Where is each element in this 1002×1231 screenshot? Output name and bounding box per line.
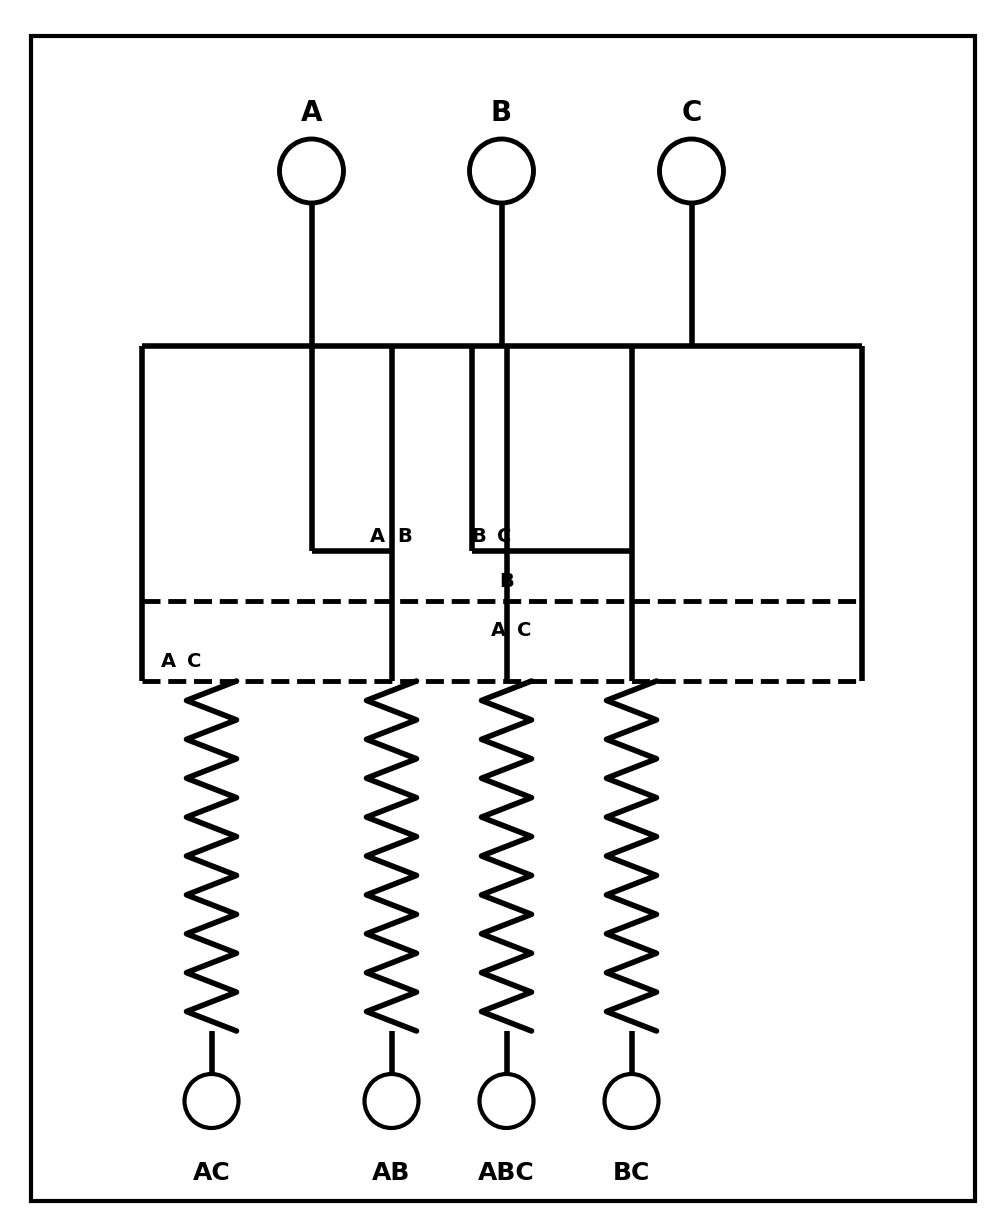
Text: A: A xyxy=(161,652,176,671)
Circle shape xyxy=(364,1073,418,1128)
FancyBboxPatch shape xyxy=(31,36,974,1201)
Text: BC: BC xyxy=(612,1161,649,1185)
Text: AC: AC xyxy=(192,1161,230,1185)
Text: B: B xyxy=(499,572,513,591)
Text: AB: AB xyxy=(372,1161,410,1185)
Text: A: A xyxy=(370,527,385,547)
Text: C: C xyxy=(497,527,511,547)
Text: ABC: ABC xyxy=(478,1161,534,1185)
Text: A: A xyxy=(491,620,506,640)
Text: C: C xyxy=(516,620,530,640)
Text: C: C xyxy=(186,652,200,671)
Circle shape xyxy=(659,139,722,203)
Circle shape xyxy=(479,1073,533,1128)
Text: C: C xyxy=(680,98,701,127)
Text: B: B xyxy=(470,527,485,547)
Text: A: A xyxy=(301,98,322,127)
Circle shape xyxy=(469,139,533,203)
Text: B: B xyxy=(397,527,412,547)
Text: B: B xyxy=(490,98,512,127)
Circle shape xyxy=(280,139,343,203)
Circle shape xyxy=(604,1073,658,1128)
Circle shape xyxy=(184,1073,238,1128)
